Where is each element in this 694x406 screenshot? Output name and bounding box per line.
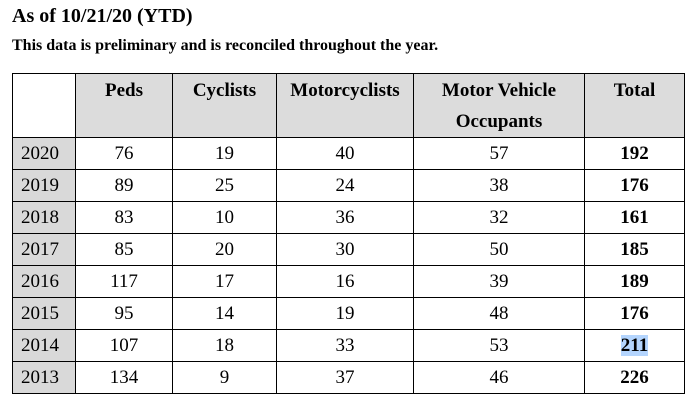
cell: 185 bbox=[584, 233, 685, 266]
header-cell bbox=[12, 73, 76, 138]
cell: 37 bbox=[276, 361, 414, 394]
table-row: 2015 95 14 19 48 176 bbox=[12, 297, 685, 330]
subtitle: This data is preliminary and is reconcil… bbox=[12, 37, 439, 54]
column-header: Cyclists bbox=[172, 73, 277, 138]
cell: 10 bbox=[172, 201, 277, 234]
column-header: Total bbox=[584, 73, 685, 138]
cell: 24 bbox=[276, 169, 414, 202]
data-table: Peds Cyclists Motorcyclists Motor Vehicle O… bbox=[12, 73, 685, 394]
cell: 189 bbox=[584, 265, 685, 298]
column-header: Peds bbox=[75, 73, 173, 138]
cell: 211 bbox=[584, 329, 685, 362]
table-row: 2020 76 19 40 57 192 bbox=[12, 137, 685, 170]
year-cell: 2015 bbox=[12, 297, 76, 330]
selected-text: 211 bbox=[620, 334, 649, 356]
year-cell: 2018 bbox=[12, 201, 76, 234]
table-row: 2018 83 10 36 32 161 bbox=[12, 201, 685, 234]
cell: 226 bbox=[584, 361, 685, 394]
title: As of 10/21/20 (YTD) bbox=[12, 5, 193, 27]
cell: 46 bbox=[413, 361, 585, 394]
cell: 192 bbox=[584, 137, 685, 170]
cell: 85 bbox=[75, 233, 173, 266]
cell: 19 bbox=[276, 297, 414, 330]
cell: 176 bbox=[584, 297, 685, 330]
cell: 39 bbox=[413, 265, 585, 298]
year-cell: 2017 bbox=[12, 233, 76, 266]
cell: 89 bbox=[75, 169, 173, 202]
table-row: 2014 107 18 33 53 211 bbox=[12, 329, 685, 362]
column-header: Motor Vehicle Occupants bbox=[413, 73, 585, 138]
year-cell: 2016 bbox=[12, 265, 76, 298]
cell: 17 bbox=[172, 265, 277, 298]
cell: 134 bbox=[75, 361, 173, 394]
column-header: Motorcyclists bbox=[276, 73, 414, 138]
cell: 33 bbox=[276, 329, 414, 362]
header-row: Peds Cyclists Motorcyclists Motor Vehicle O… bbox=[12, 73, 685, 138]
cell: 40 bbox=[276, 137, 414, 170]
cell: 50 bbox=[413, 233, 585, 266]
cell: 18 bbox=[172, 329, 277, 362]
year-cell: 2013 bbox=[12, 361, 76, 394]
cell: 83 bbox=[75, 201, 173, 234]
cell: 57 bbox=[413, 137, 585, 170]
cell: 14 bbox=[172, 297, 277, 330]
year-cell: 2014 bbox=[12, 329, 76, 362]
year-cell: 2019 bbox=[12, 169, 76, 202]
cell: 9 bbox=[172, 361, 277, 394]
cell: 38 bbox=[413, 169, 585, 202]
cell: 176 bbox=[584, 169, 685, 202]
cell: 16 bbox=[276, 265, 414, 298]
cell: 48 bbox=[413, 297, 585, 330]
cell: 76 bbox=[75, 137, 173, 170]
cell: 53 bbox=[413, 329, 585, 362]
cell: 107 bbox=[75, 329, 173, 362]
table-body: 2020 76 19 40 57 192 2019 89 25 24 38 176 2018 83 10 36… bbox=[12, 137, 685, 394]
cell: 19 bbox=[172, 137, 277, 170]
table-row: 2019 89 25 24 38 176 bbox=[12, 169, 685, 202]
cell: 25 bbox=[172, 169, 277, 202]
cell: 30 bbox=[276, 233, 414, 266]
cell: 32 bbox=[413, 201, 585, 234]
table-row: 2016 117 17 16 39 189 bbox=[12, 265, 685, 298]
table-row: 2013 134 9 37 46 226 bbox=[12, 361, 685, 394]
cell: 95 bbox=[75, 297, 173, 330]
table-row: 2017 85 20 30 50 185 bbox=[12, 233, 685, 266]
cell: 161 bbox=[584, 201, 685, 234]
cell: 36 bbox=[276, 201, 414, 234]
cell: 20 bbox=[172, 233, 277, 266]
year-cell: 2020 bbox=[12, 137, 76, 170]
cell: 117 bbox=[75, 265, 173, 298]
